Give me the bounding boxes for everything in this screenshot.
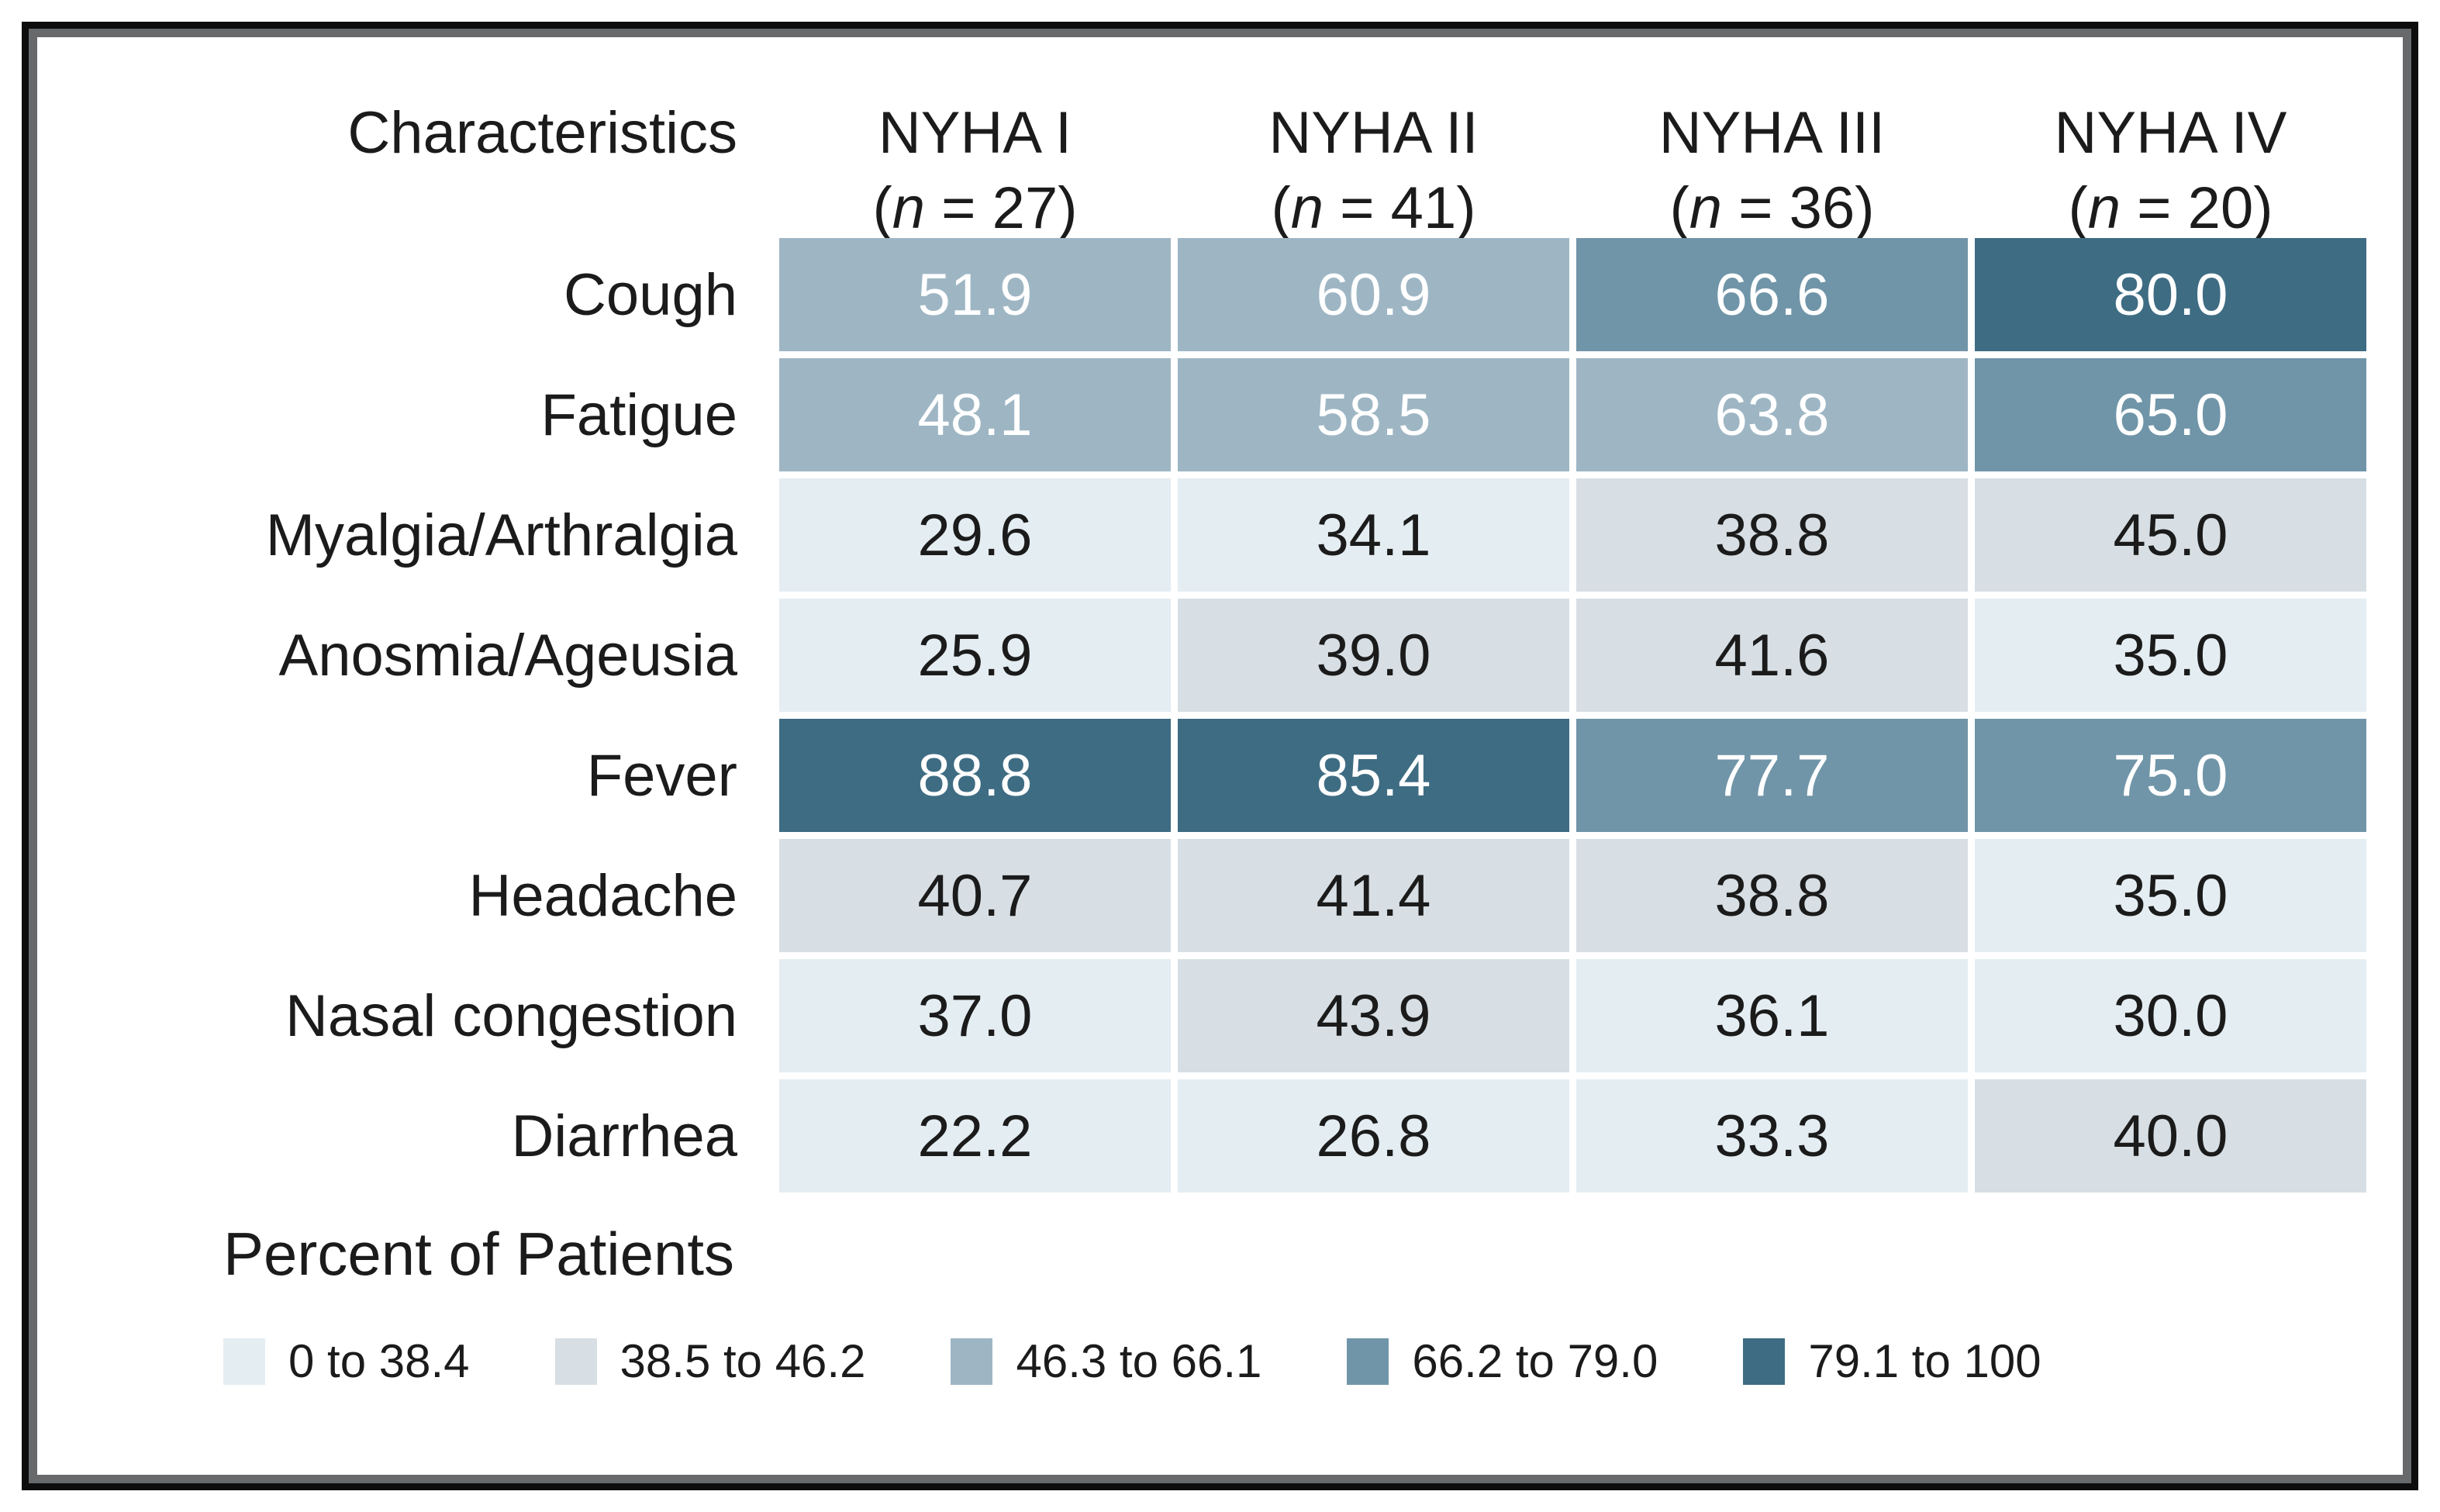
column-title: NYHA IV xyxy=(2054,100,2287,166)
column-title: NYHA I xyxy=(878,100,1072,166)
n-value: = 41) xyxy=(1324,174,1476,241)
heatmap-cell: 65.0 xyxy=(1975,358,2366,471)
heatmap-cell: 40.7 xyxy=(779,839,1171,952)
column-header-nyha-3: NYHA III (n = 36) xyxy=(1576,84,1968,241)
n-symbol: n xyxy=(1689,174,1723,241)
heatmap-cell: 58.5 xyxy=(1178,358,1569,471)
column-n-count: (n = 36) xyxy=(1576,173,1968,245)
column-title: NYHA III xyxy=(1658,100,1886,166)
n-value: = 36) xyxy=(1722,174,1875,241)
column-title: NYHA II xyxy=(1268,100,1479,166)
legend-item: 46.3 to 66.1 xyxy=(951,1334,1261,1388)
column-n-count: (n = 20) xyxy=(1975,173,2366,245)
heatmap-cell: 45.0 xyxy=(1975,478,2366,592)
heatmap-cell: 77.7 xyxy=(1576,719,1968,832)
heatmap-cell: 35.0 xyxy=(1975,599,2366,712)
n-open-paren: ( xyxy=(1669,174,1689,241)
heatmap-cell: 36.1 xyxy=(1576,959,1968,1072)
heatmap-cell: 60.9 xyxy=(1178,238,1569,351)
row-label: Diarrhea xyxy=(82,1079,772,1193)
heatmap-cell: 33.3 xyxy=(1576,1079,1968,1193)
heatmap-cell: 66.6 xyxy=(1576,238,1968,351)
heatmap-cell: 40.0 xyxy=(1975,1079,2366,1193)
heatmap-cell: 88.8 xyxy=(779,719,1171,832)
figure-background: Characteristics NYHA I (n = 27) NYHA II … xyxy=(29,29,2411,1483)
heatmap-cell: 30.0 xyxy=(1975,959,2366,1072)
row-label: Myalgia/Arthralgia xyxy=(82,478,772,592)
legend-label: 0 to 38.4 xyxy=(288,1335,470,1387)
legend-swatch xyxy=(951,1338,993,1385)
n-open-paren: ( xyxy=(1271,174,1291,241)
column-header-nyha-2: NYHA II (n = 41) xyxy=(1178,84,1569,241)
heatmap-cell: 34.1 xyxy=(1178,478,1569,592)
row-label: Fatigue xyxy=(82,358,772,471)
row-label: Headache xyxy=(82,839,772,952)
legend-label: 46.3 to 66.1 xyxy=(1016,1335,1262,1387)
heatmap-cell: 38.8 xyxy=(1576,839,1968,952)
legend-label: 79.1 to 100 xyxy=(1808,1335,2041,1387)
column-header-nyha-1: NYHA I (n = 27) xyxy=(779,84,1171,241)
legend-item: 38.5 to 46.2 xyxy=(554,1334,866,1388)
heatmap-cell: 26.8 xyxy=(1178,1079,1569,1193)
n-value: = 27) xyxy=(925,174,1078,241)
heatmap-cell: 35.0 xyxy=(1975,839,2366,952)
heatmap-table: Characteristics NYHA I (n = 27) NYHA II … xyxy=(82,84,2366,1193)
heatmap-cell: 63.8 xyxy=(1576,358,1968,471)
legend-item: 79.1 to 100 xyxy=(1743,1334,2041,1388)
column-header-nyha-4: NYHA IV (n = 20) xyxy=(1975,84,2366,241)
heatmap-cell: 41.6 xyxy=(1576,599,1968,712)
heatmap-cell: 43.9 xyxy=(1178,959,1569,1072)
heatmap-cell: 85.4 xyxy=(1178,719,1569,832)
legend-swatch xyxy=(554,1338,597,1385)
heatmap-cell: 80.0 xyxy=(1975,238,2366,351)
heatmap-cell: 51.9 xyxy=(779,238,1171,351)
legend-swatch xyxy=(1347,1338,1389,1385)
heatmap-cell: 38.8 xyxy=(1576,478,1968,592)
n-symbol: n xyxy=(892,174,926,241)
n-symbol: n xyxy=(2087,174,2121,241)
legend-item: 66.2 to 79.0 xyxy=(1347,1334,1658,1388)
n-symbol: n xyxy=(1290,174,1324,241)
heatmap-cell: 48.1 xyxy=(779,358,1171,471)
heatmap-cell: 37.0 xyxy=(779,959,1171,1072)
heatmap-cell: 39.0 xyxy=(1178,599,1569,712)
legend-swatch xyxy=(223,1338,265,1385)
legend-title: Percent of Patients xyxy=(223,1220,735,1288)
legend-label: 38.5 to 46.2 xyxy=(619,1335,866,1387)
heatmap-cell: 75.0 xyxy=(1975,719,2366,832)
legend-item: 0 to 38.4 xyxy=(223,1334,470,1388)
row-label: Anosmia/Ageusia xyxy=(82,599,772,712)
heatmap-cell: 25.9 xyxy=(779,599,1171,712)
legend-label: 66.2 to 79.0 xyxy=(1412,1335,1658,1387)
characteristics-header: Characteristics xyxy=(347,100,737,166)
column-n-count: (n = 27) xyxy=(779,173,1171,245)
heatmap-cell: 29.6 xyxy=(779,478,1171,592)
column-n-count: (n = 41) xyxy=(1178,173,1569,245)
n-open-paren: ( xyxy=(2068,174,2088,241)
n-open-paren: ( xyxy=(872,174,892,241)
legend-swatch xyxy=(1743,1338,1786,1385)
heatmap-cell: 41.4 xyxy=(1178,839,1569,952)
n-value: = 20) xyxy=(2121,174,2273,241)
heatmap-cell: 22.2 xyxy=(779,1079,1171,1193)
legend: 0 to 38.4 38.5 to 46.2 46.3 to 66.1 66.2 to… xyxy=(223,1334,2403,1388)
row-label: Cough xyxy=(82,238,772,351)
row-label: Fever xyxy=(82,719,772,832)
row-label: Nasal congestion xyxy=(82,959,772,1072)
figure-frame: Characteristics NYHA I (n = 27) NYHA II … xyxy=(22,22,2418,1490)
